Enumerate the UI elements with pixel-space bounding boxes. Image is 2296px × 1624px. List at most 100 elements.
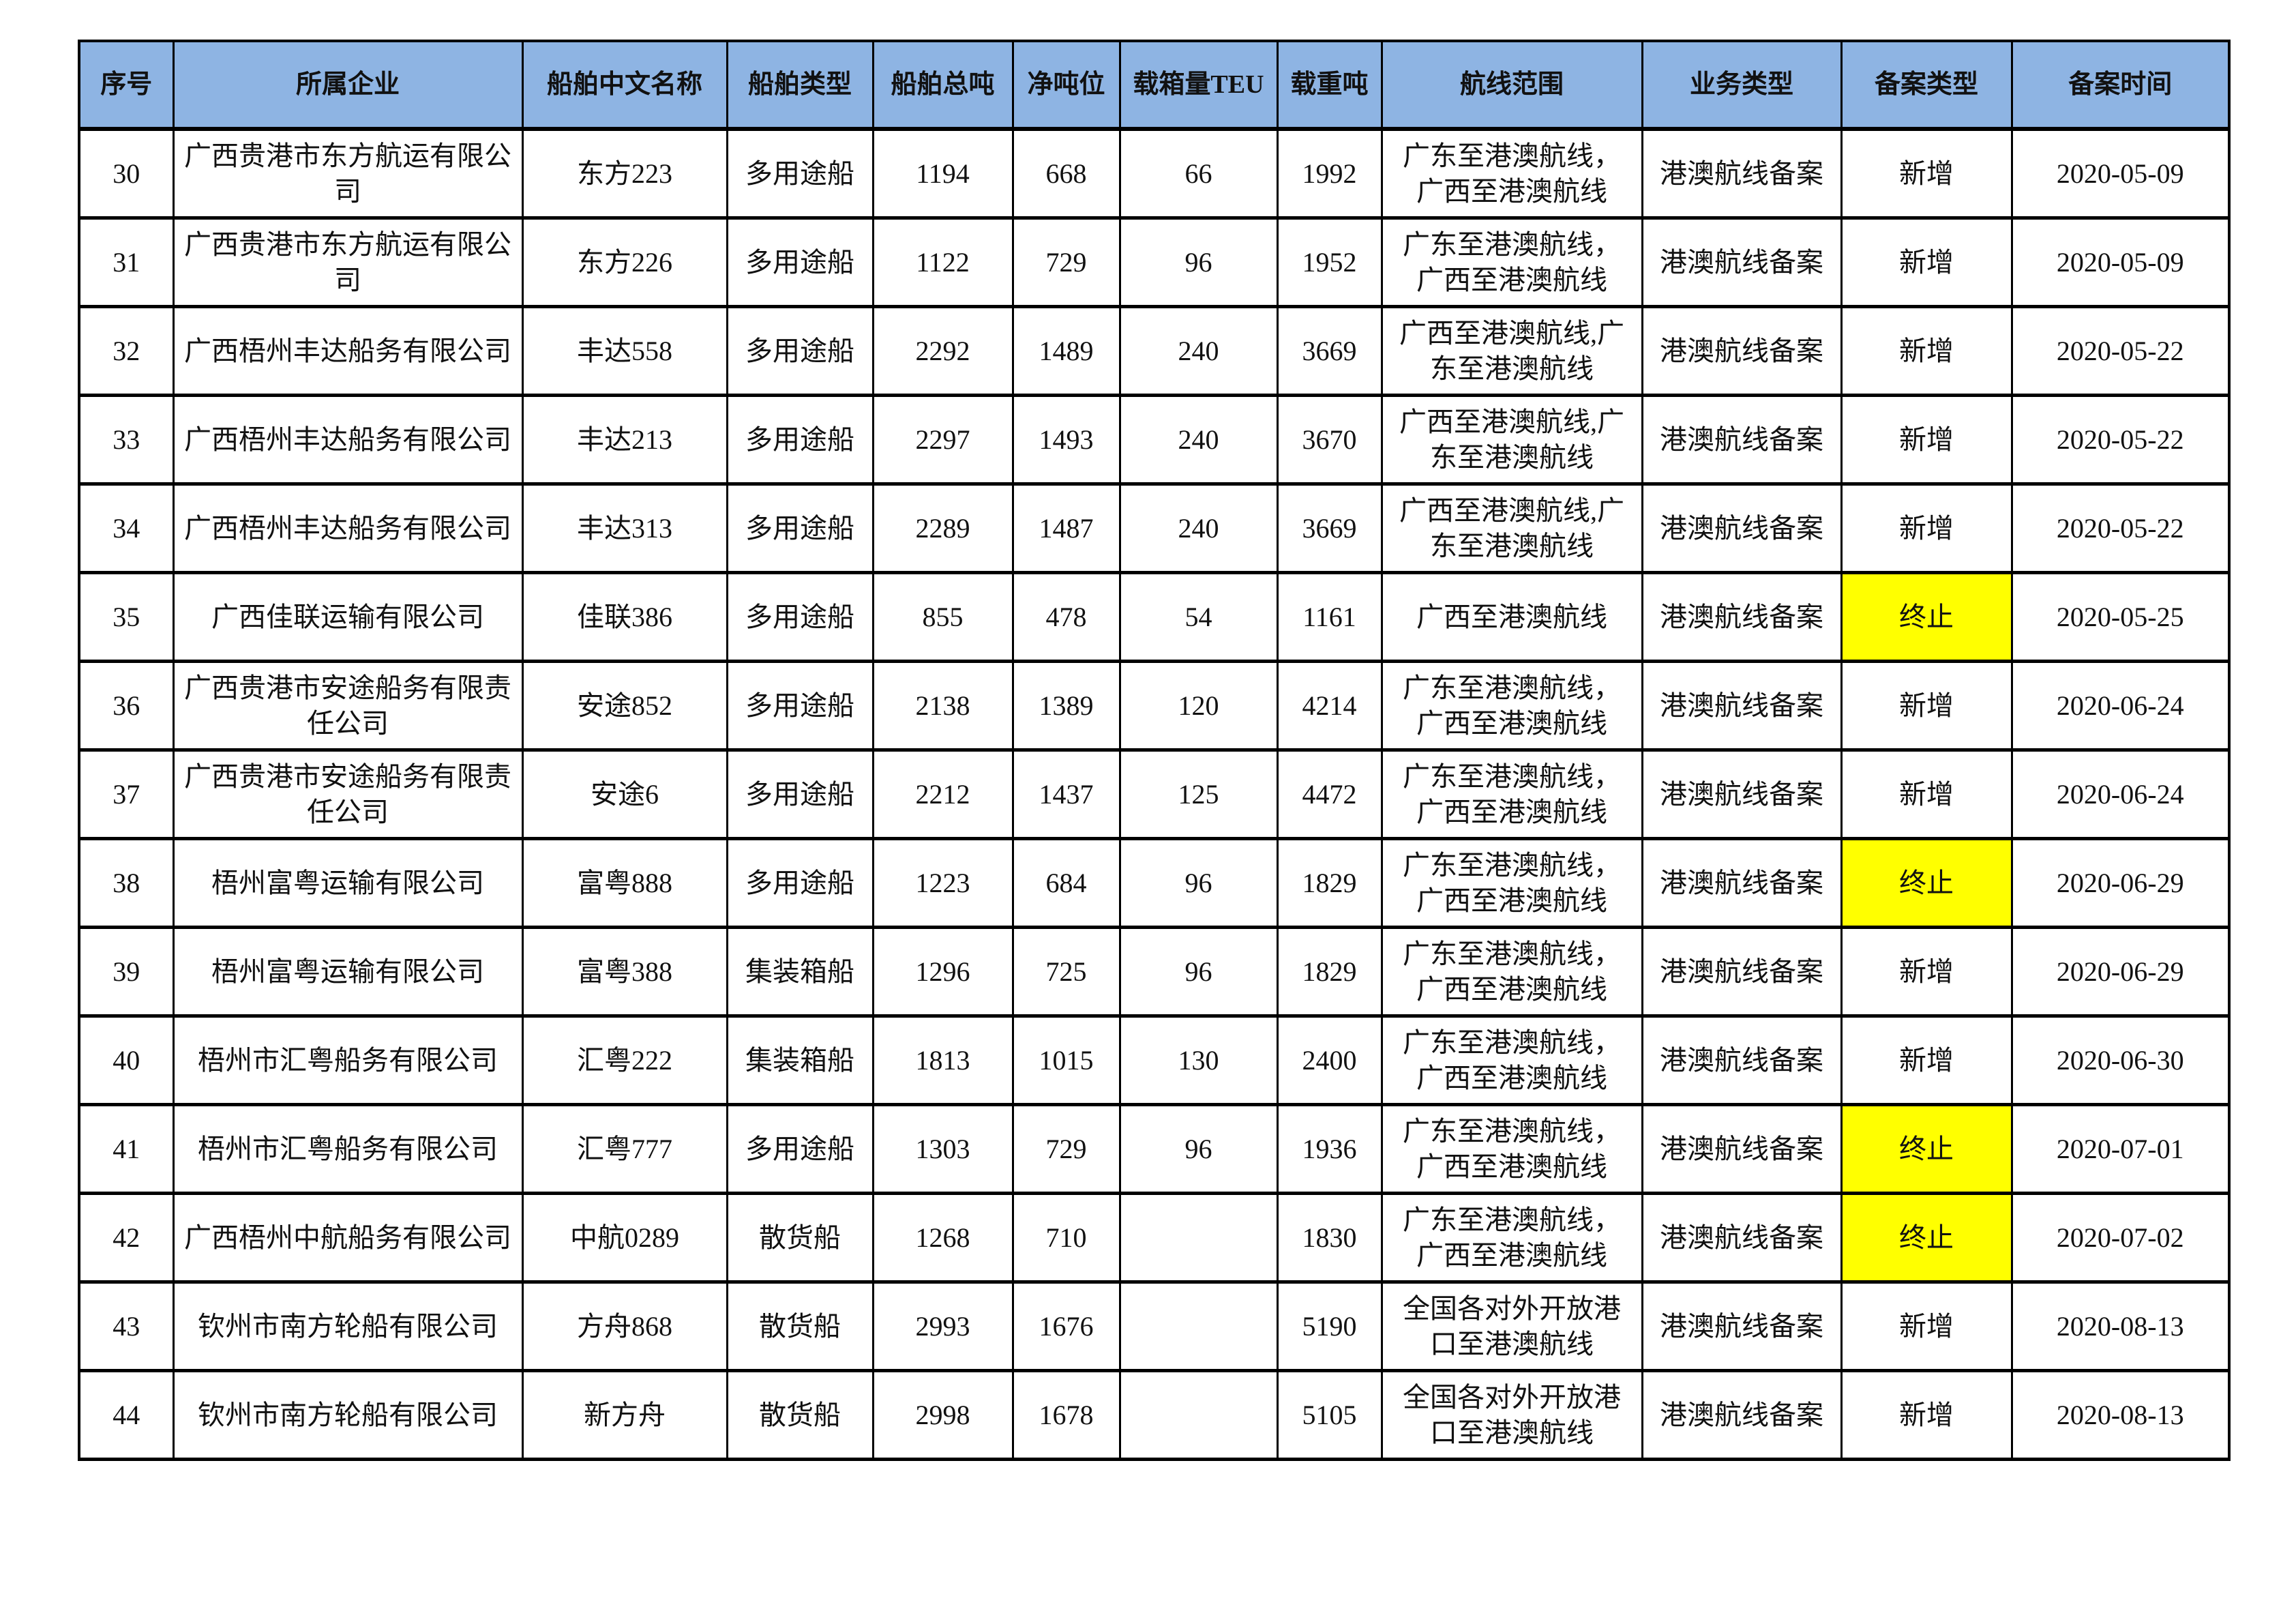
cell-ship-type: 多用途船	[726, 306, 874, 396]
cell-seq: 31	[78, 217, 175, 308]
cell-route-scope: 广东至港澳航线，广西至港澳航线	[1380, 660, 1643, 751]
cell-ship-type: 多用途船	[726, 838, 874, 928]
cell-seq: 39	[78, 926, 175, 1017]
cell-seq: 44	[78, 1370, 175, 1460]
cell-seq: 35	[78, 572, 175, 662]
cell-teu-capacity: 66	[1118, 128, 1279, 219]
cell-net-tonnage: 1015	[1011, 1015, 1121, 1106]
cell-deadweight: 2400	[1276, 1015, 1383, 1106]
header-row: 序号 所属企业 船舶中文名称 船舶类型 船舶总吨 净吨位 载箱量TEU 载重吨 航线范围 业务类型…	[78, 40, 2231, 130]
cell-company: 广西贵港市安途船务有限责任公司	[172, 660, 524, 751]
header-ship-name: 船舶中文名称	[521, 40, 728, 130]
cell-route-scope: 全国各对外开放港口至港澳航线	[1380, 1370, 1643, 1460]
cell-teu-capacity: 54	[1118, 572, 1279, 662]
cell-net-tonnage: 684	[1011, 838, 1121, 928]
table-row: 40 梧州市汇粤船务有限公司 汇粤222 集装箱船 1813 1015 130 2400 广东至…	[78, 1015, 2231, 1106]
cell-filing-date: 2020-06-29	[2010, 838, 2231, 928]
cell-deadweight: 4214	[1276, 660, 1383, 751]
cell-ship-name: 佳联386	[521, 572, 728, 662]
cell-gross-tonnage: 1223	[871, 838, 1014, 928]
cell-ship-name: 安途6	[521, 749, 728, 840]
cell-net-tonnage: 1493	[1011, 394, 1121, 485]
cell-deadweight: 1952	[1276, 217, 1383, 308]
header-teu-capacity: 载箱量TEU	[1118, 40, 1279, 130]
cell-ship-name: 丰达558	[521, 306, 728, 396]
cell-ship-type: 多用途船	[726, 217, 874, 308]
cell-ship-name: 汇粤777	[521, 1104, 728, 1194]
cell-business-type: 港澳航线备案	[1641, 926, 1843, 1017]
cell-teu-capacity	[1118, 1281, 1279, 1372]
cell-deadweight: 1829	[1276, 926, 1383, 1017]
header-ship-type: 船舶类型	[726, 40, 874, 130]
cell-deadweight: 1830	[1276, 1192, 1383, 1283]
cell-filing-type: 终止	[1840, 838, 2013, 928]
cell-filing-date: 2020-07-01	[2010, 1104, 2231, 1194]
cell-teu-capacity: 125	[1118, 749, 1279, 840]
cell-net-tonnage: 1437	[1011, 749, 1121, 840]
cell-filing-date: 2020-05-22	[2010, 483, 2231, 574]
cell-filing-type: 新增	[1840, 926, 2013, 1017]
cell-teu-capacity: 96	[1118, 1104, 1279, 1194]
cell-ship-name: 东方226	[521, 217, 728, 308]
table-row: 34 广西梧州丰达船务有限公司 丰达313 多用途船 2289 1487 240 3669 广西…	[78, 483, 2231, 574]
cell-gross-tonnage: 2297	[871, 394, 1014, 485]
table-row: 38 梧州富粤运输有限公司 富粤888 多用途船 1223 684 96 1829 广东至港澳航…	[78, 838, 2231, 928]
table-row: 30 广西贵港市东方航运有限公司 东方223 多用途船 1194 668 66 1992 广东至…	[78, 128, 2231, 219]
cell-seq: 42	[78, 1192, 175, 1283]
cell-filing-date: 2020-08-13	[2010, 1281, 2231, 1372]
cell-filing-type: 终止	[1840, 572, 2013, 662]
cell-company: 钦州市南方轮船有限公司	[172, 1281, 524, 1372]
cell-net-tonnage: 725	[1011, 926, 1121, 1017]
cell-filing-type: 新增	[1840, 217, 2013, 308]
cell-seq: 43	[78, 1281, 175, 1372]
cell-deadweight: 1829	[1276, 838, 1383, 928]
cell-deadweight: 1992	[1276, 128, 1383, 219]
cell-business-type: 港澳航线备案	[1641, 572, 1843, 662]
cell-gross-tonnage: 2993	[871, 1281, 1014, 1372]
cell-route-scope: 广东至港澳航线，广西至港澳航线	[1380, 1015, 1643, 1106]
cell-ship-name: 新方舟	[521, 1370, 728, 1460]
table-row: 35 广西佳联运输有限公司 佳联386 多用途船 855 478 54 1161 广西至港澳航线…	[78, 572, 2231, 662]
table-row: 44 钦州市南方轮船有限公司 新方舟 散货船 2998 1678 5105 全国各对外开放港口…	[78, 1370, 2231, 1460]
cell-net-tonnage: 729	[1011, 217, 1121, 308]
cell-company: 广西贵港市东方航运有限公司	[172, 128, 524, 219]
header-filing-date: 备案时间	[2010, 40, 2231, 130]
cell-net-tonnage: 710	[1011, 1192, 1121, 1283]
cell-filing-date: 2020-05-22	[2010, 394, 2231, 485]
cell-company: 广西贵港市安途船务有限责任公司	[172, 749, 524, 840]
cell-seq: 37	[78, 749, 175, 840]
cell-business-type: 港澳航线备案	[1641, 306, 1843, 396]
header-filing-type: 备案类型	[1840, 40, 2013, 130]
cell-filing-type: 新增	[1840, 483, 2013, 574]
cell-ship-type: 集装箱船	[726, 926, 874, 1017]
cell-seq: 30	[78, 128, 175, 219]
cell-seq: 38	[78, 838, 175, 928]
cell-teu-capacity	[1118, 1370, 1279, 1460]
cell-gross-tonnage: 1122	[871, 217, 1014, 308]
cell-business-type: 港澳航线备案	[1641, 1192, 1843, 1283]
cell-net-tonnage: 668	[1011, 128, 1121, 219]
cell-seq: 36	[78, 660, 175, 751]
table-row: 33 广西梧州丰达船务有限公司 丰达213 多用途船 2297 1493 240 3670 广西…	[78, 394, 2231, 485]
cell-ship-type: 多用途船	[726, 749, 874, 840]
cell-filing-date: 2020-05-22	[2010, 306, 2231, 396]
header-route-scope: 航线范围	[1380, 40, 1643, 130]
cell-teu-capacity: 120	[1118, 660, 1279, 751]
table-row: 37 广西贵港市安途船务有限责任公司 安途6 多用途船 2212 1437 125 4472 广…	[78, 749, 2231, 840]
cell-teu-capacity: 96	[1118, 926, 1279, 1017]
table-row: 42 广西梧州中航船务有限公司 中航0289 散货船 1268 710 1830 广东至港澳航…	[78, 1192, 2231, 1283]
cell-business-type: 港澳航线备案	[1641, 217, 1843, 308]
cell-business-type: 港澳航线备案	[1641, 128, 1843, 219]
cell-route-scope: 广东至港澳航线，广西至港澳航线	[1380, 1192, 1643, 1283]
cell-seq: 41	[78, 1104, 175, 1194]
cell-business-type: 港澳航线备案	[1641, 1370, 1843, 1460]
cell-ship-type: 多用途船	[726, 483, 874, 574]
cell-route-scope: 广东至港澳航线，广西至港澳航线	[1380, 838, 1643, 928]
cell-ship-name: 中航0289	[521, 1192, 728, 1283]
cell-company: 广西梧州丰达船务有限公司	[172, 394, 524, 485]
cell-gross-tonnage: 2212	[871, 749, 1014, 840]
cell-deadweight: 5190	[1276, 1281, 1383, 1372]
cell-deadweight: 3670	[1276, 394, 1383, 485]
cell-ship-type: 多用途船	[726, 660, 874, 751]
cell-route-scope: 广西至港澳航线	[1380, 572, 1643, 662]
